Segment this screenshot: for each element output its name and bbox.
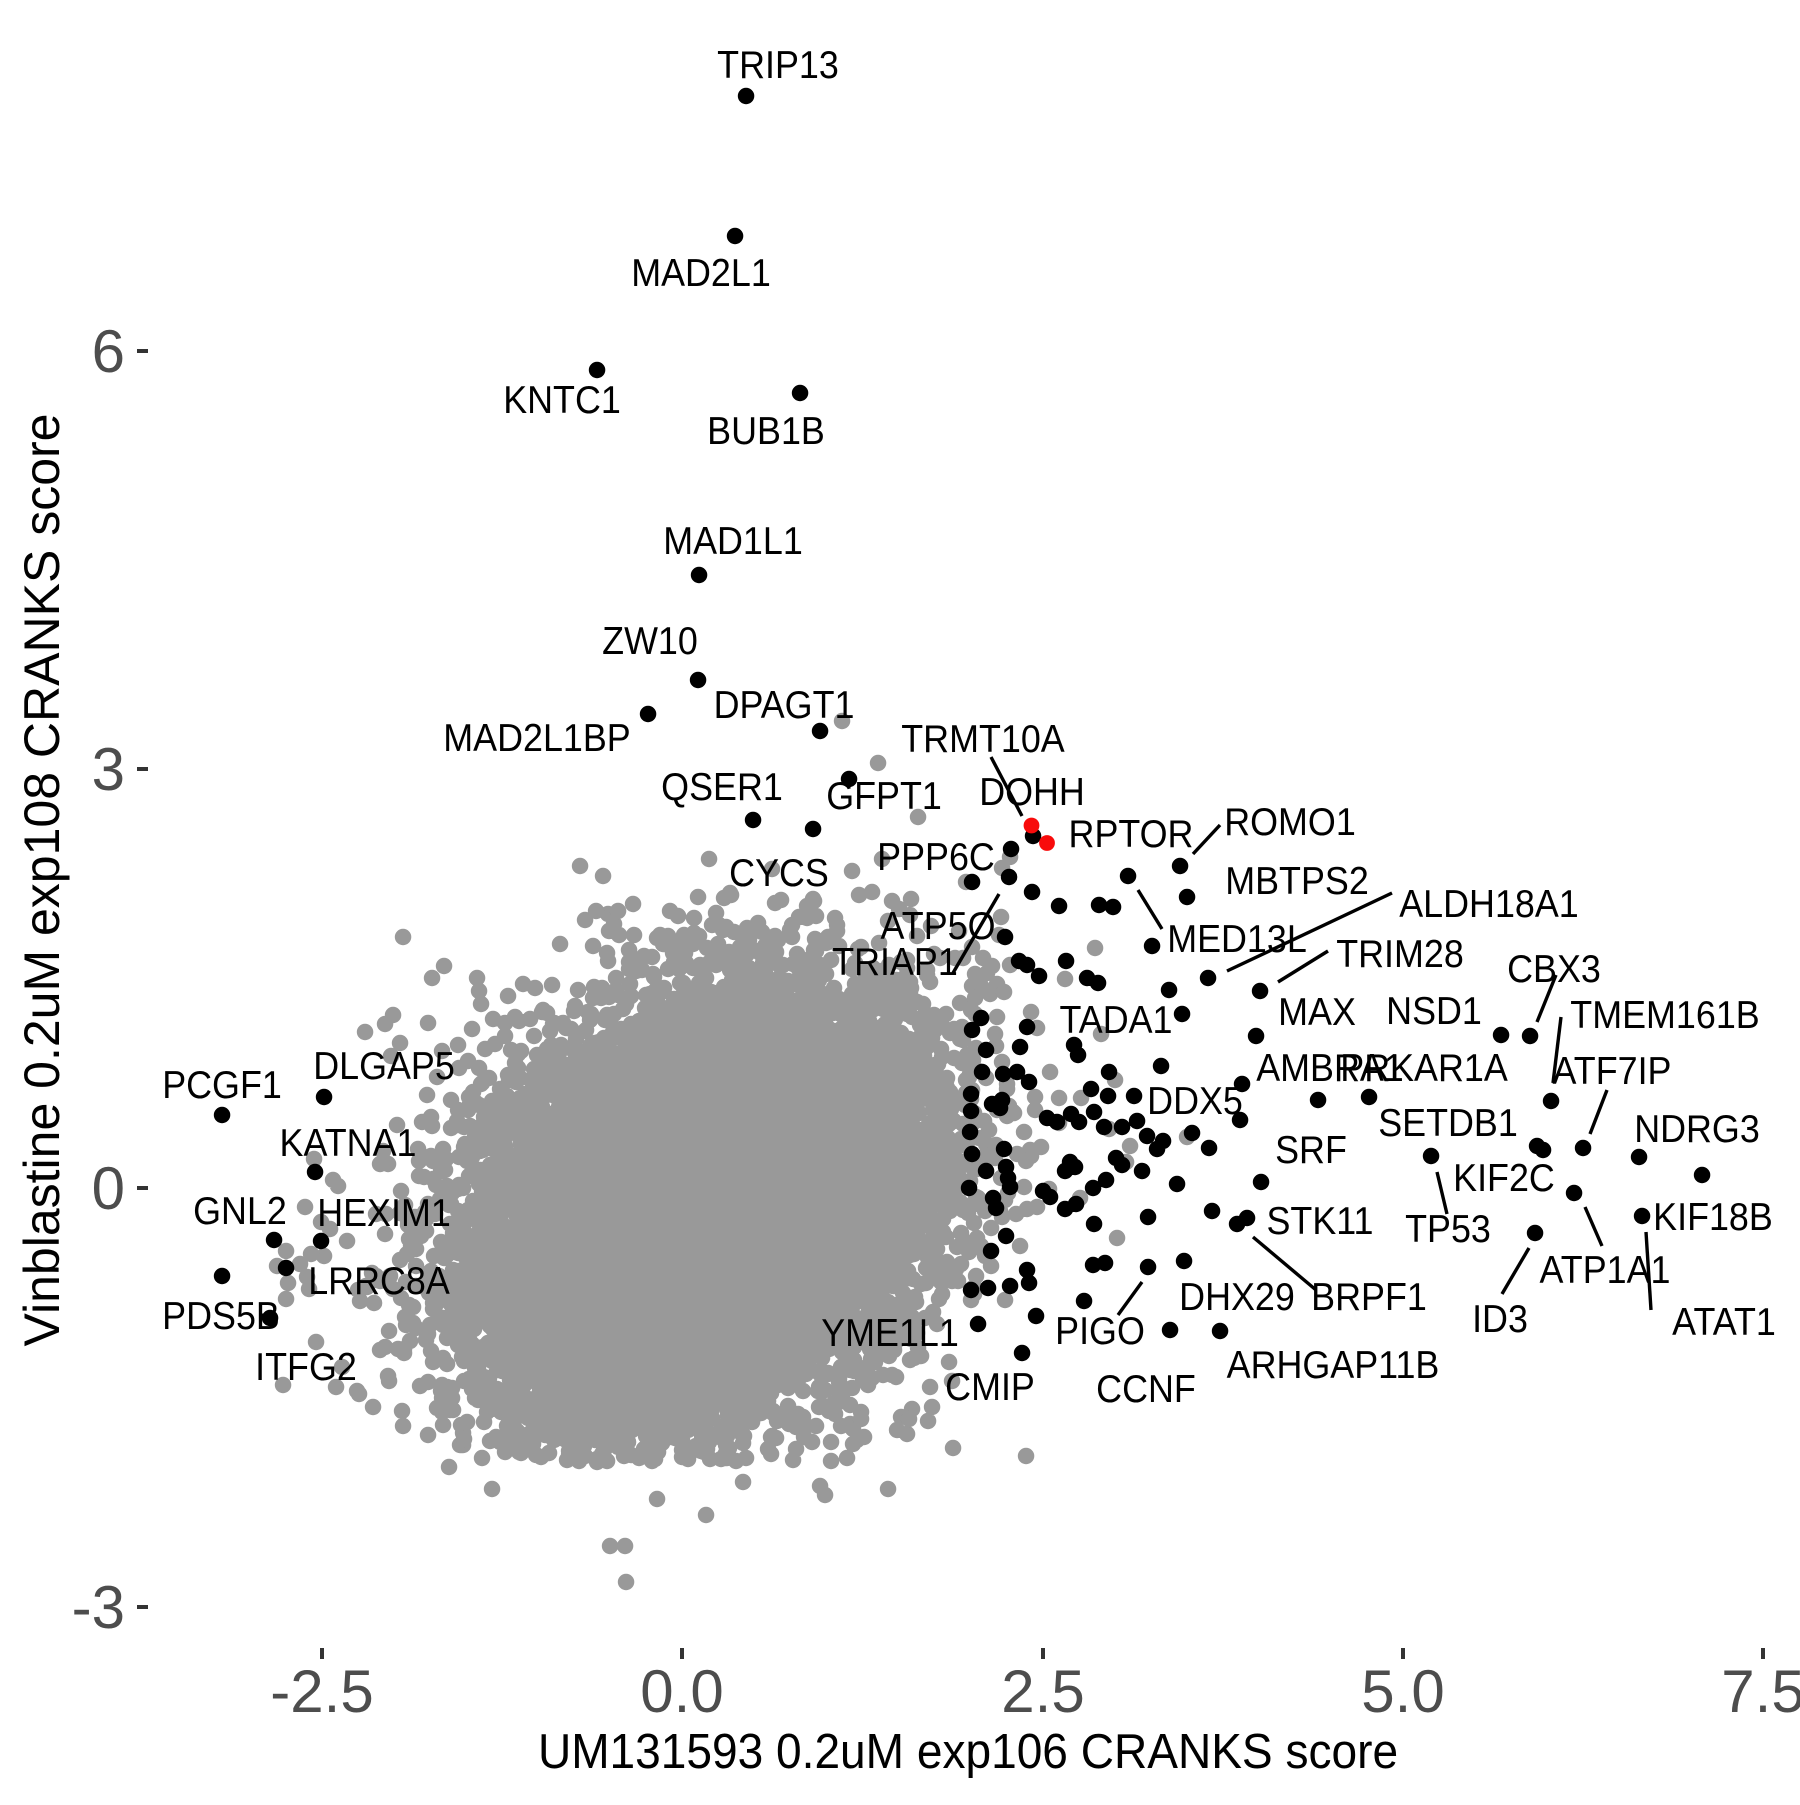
svg-text:HEXIM1: HEXIM1 [317,1191,451,1235]
svg-text:KIF18B: KIF18B [1653,1195,1773,1239]
svg-text:CYCS: CYCS [729,851,829,895]
svg-text:LRRC8A: LRRC8A [308,1259,450,1303]
svg-text:2.5: 2.5 [1001,1658,1084,1725]
svg-text:PRKAR1A: PRKAR1A [1340,1046,1507,1090]
svg-text:DOHH: DOHH [979,770,1085,814]
svg-text:ATP5O: ATP5O [881,904,996,948]
svg-text:ATF7IP: ATF7IP [1553,1049,1672,1093]
svg-text:STK11: STK11 [1266,1199,1373,1243]
svg-text:BRPF1: BRPF1 [1311,1275,1427,1319]
svg-text:7.5: 7.5 [1721,1658,1800,1725]
svg-text:MAX: MAX [1278,990,1356,1034]
svg-text:QSER1: QSER1 [661,765,783,809]
svg-text:NDRG3: NDRG3 [1634,1107,1760,1151]
svg-text:TRIM28: TRIM28 [1336,932,1464,976]
svg-text:MAD1L1: MAD1L1 [663,519,803,563]
svg-text:PIGO: PIGO [1055,1309,1145,1353]
svg-text:MBTPS2: MBTPS2 [1225,859,1369,903]
svg-text:6: 6 [92,318,125,385]
svg-text:CMIP: CMIP [945,1365,1035,1409]
svg-text:TP53: TP53 [1405,1207,1491,1251]
svg-text:ALDH18A1: ALDH18A1 [1399,882,1579,926]
svg-text:KNTC1: KNTC1 [503,378,621,422]
svg-text:ARHGAP11B: ARHGAP11B [1227,1343,1440,1387]
svg-text:ATP1A1: ATP1A1 [1540,1248,1671,1292]
svg-text:CCNF: CCNF [1096,1367,1196,1411]
svg-text:-3: -3 [72,1574,125,1641]
svg-text:SETDB1: SETDB1 [1378,1101,1518,1145]
svg-text:DHX29: DHX29 [1179,1275,1295,1319]
svg-text:DPAGT1: DPAGT1 [714,683,855,727]
svg-text:SRF: SRF [1275,1128,1347,1172]
svg-text:ITFG2: ITFG2 [255,1345,357,1389]
svg-text:MED13L: MED13L [1167,917,1307,961]
svg-text:3: 3 [92,736,125,803]
svg-text:RPTOR: RPTOR [1069,812,1194,856]
svg-text:AMBRA1: AMBRA1 [1256,1046,1404,1090]
svg-text:0.0: 0.0 [640,1658,723,1725]
svg-text:MAD2L1: MAD2L1 [631,251,771,295]
svg-text:TADA1: TADA1 [1060,998,1173,1042]
svg-text:TMEM161B: TMEM161B [1570,993,1759,1037]
svg-text:TRIP13: TRIP13 [717,43,839,87]
svg-text:UM131593 0.2uM exp106 CRANKS s: UM131593 0.2uM exp106 CRANKS score [538,1725,1398,1780]
svg-text:TRMT10A: TRMT10A [901,717,1064,761]
svg-text:GFPT1: GFPT1 [826,774,942,818]
svg-text:KATNA1: KATNA1 [280,1121,417,1165]
svg-text:GNL2: GNL2 [193,1189,287,1233]
svg-text:5.0: 5.0 [1361,1658,1444,1725]
svg-text:DLGAP5: DLGAP5 [313,1044,455,1088]
svg-text:PCGF1: PCGF1 [162,1063,282,1107]
svg-text:DDX5: DDX5 [1147,1079,1243,1123]
svg-text:0: 0 [92,1155,125,1222]
svg-text:KIF2C: KIF2C [1453,1156,1555,1200]
svg-text:ROMO1: ROMO1 [1224,800,1356,844]
svg-text:ZW10: ZW10 [602,619,698,663]
svg-text:Vinblastine 0.2uM exp108 CRANK: Vinblastine 0.2uM exp108 CRANKS score [14,414,70,1347]
svg-text:NSD1: NSD1 [1386,989,1482,1033]
svg-text:PDS5B: PDS5B [162,1294,280,1338]
svg-text:ID3: ID3 [1472,1297,1528,1341]
svg-text:BUB1B: BUB1B [707,409,825,453]
svg-text:-2.5: -2.5 [270,1658,373,1725]
svg-text:CBX3: CBX3 [1507,947,1601,991]
svg-text:YME1L1: YME1L1 [821,1311,959,1355]
svg-text:ATAT1: ATAT1 [1672,1300,1776,1344]
svg-text:TRIAP1: TRIAP1 [832,940,958,984]
svg-text:PPP6C: PPP6C [877,835,995,879]
svg-text:MAD2L1BP: MAD2L1BP [443,716,630,760]
